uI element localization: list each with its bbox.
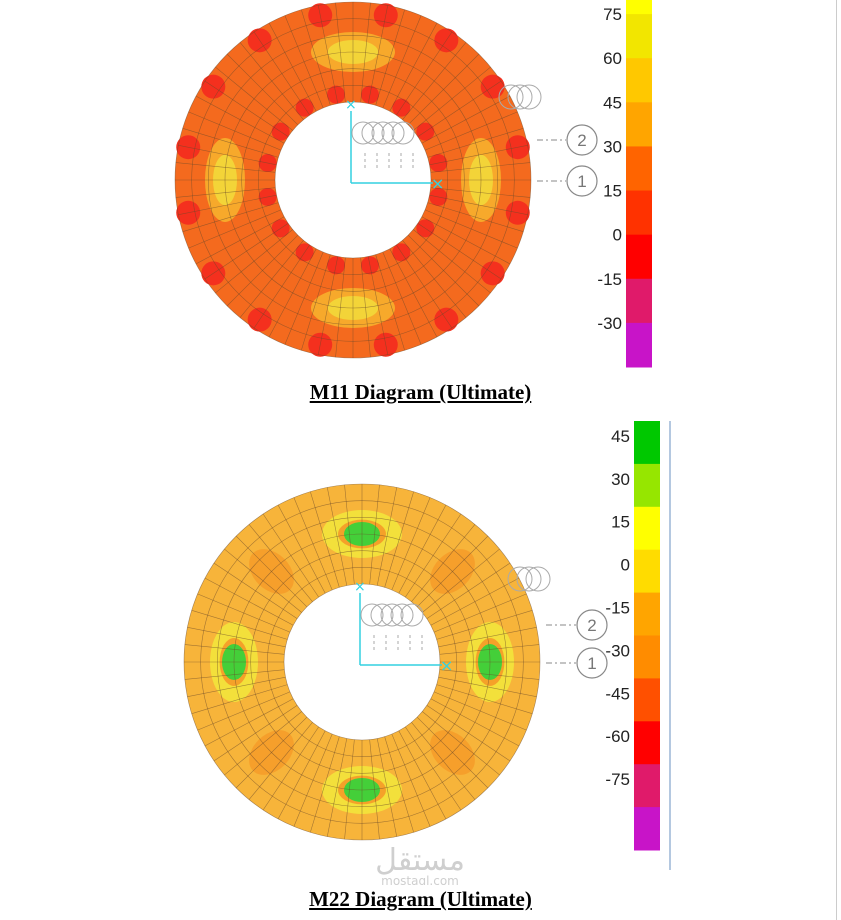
axis-x-marker: × bbox=[431, 174, 444, 193]
gridline-bubble bbox=[391, 121, 415, 145]
gridline-bubble bbox=[516, 84, 542, 110]
m11-contour-svg: × × 2 1 75 60 45 30 15 0 -15 -30 bbox=[174, 0, 652, 368]
mesh-ring-line bbox=[174, 1, 532, 359]
axis-label-1: 1 bbox=[587, 654, 596, 673]
mesh-ring-line bbox=[224, 51, 482, 309]
colorbar-band bbox=[634, 635, 660, 679]
mesh-ring-line bbox=[258, 85, 448, 275]
colorbar-band bbox=[634, 764, 660, 808]
colorbar-band bbox=[634, 549, 660, 594]
colorbar-tick-label: 75 bbox=[603, 5, 622, 24]
colorbar-band bbox=[634, 421, 660, 465]
mesh-ring-line bbox=[200, 500, 524, 824]
gridline-bubble bbox=[498, 84, 524, 110]
mesh-ring-line bbox=[283, 583, 441, 741]
gridline-label-circle bbox=[576, 647, 608, 679]
gridline-bubble bbox=[507, 84, 533, 110]
m22-caption: M22 Diagram (Ultimate) bbox=[309, 887, 532, 911]
mesh-ring-line bbox=[233, 533, 491, 791]
m11-caption: M11 Diagram (Ultimate) bbox=[309, 380, 532, 404]
colorbar-tick-label: 45 bbox=[611, 427, 630, 446]
colorbar-tick-label: 15 bbox=[611, 513, 630, 532]
gridline-bubble bbox=[371, 121, 395, 145]
colorbar-band bbox=[626, 146, 652, 192]
gridline-bubble bbox=[370, 603, 394, 627]
gridline-bubble bbox=[525, 566, 551, 592]
gridline-bubble bbox=[351, 121, 375, 145]
colorbar-band bbox=[634, 463, 660, 508]
gridline-bubble bbox=[516, 566, 542, 592]
colorbar-tick-label: -30 bbox=[605, 641, 630, 660]
gridline-bubble bbox=[400, 603, 424, 627]
colorbar-band bbox=[626, 190, 652, 236]
gridline-bubble bbox=[360, 603, 384, 627]
colorbar-band bbox=[634, 592, 660, 636]
mesh-ring-line bbox=[267, 567, 457, 757]
watermark-arabic: مستقل bbox=[375, 843, 465, 878]
colorbar-tick-label: 30 bbox=[603, 137, 622, 156]
gridline-bubble bbox=[507, 566, 533, 592]
m22-contour-svg: × × 2 1 45 30 15 0 -15 -30 -45 -60 -75 مستقلmostaql.c… bbox=[183, 421, 671, 885]
axis-label-2: 2 bbox=[577, 131, 586, 150]
mesh-ring-line bbox=[274, 101, 432, 259]
colorbar-tick-label: -30 bbox=[597, 314, 622, 333]
gridline-label-circle bbox=[566, 165, 598, 197]
colorbar-tick-label: 45 bbox=[603, 93, 622, 112]
axis-x-marker: × bbox=[440, 656, 453, 675]
colorbar-tick-label: 0 bbox=[621, 556, 630, 575]
colorbar-tick-label: 0 bbox=[613, 226, 622, 245]
gridline-bubble bbox=[381, 121, 405, 145]
colorbar-band bbox=[634, 807, 660, 851]
colorbar-tick-label: -15 bbox=[597, 270, 622, 289]
gridline-label-circle bbox=[566, 124, 598, 156]
colorbar-band bbox=[634, 678, 660, 722]
page-border-line bbox=[836, 0, 837, 920]
colorbar-tick-label: 30 bbox=[611, 470, 630, 489]
colorbar-band bbox=[626, 322, 652, 368]
mesh-ring-line bbox=[250, 550, 474, 774]
colorbar-band bbox=[626, 234, 652, 280]
colorbar-tick-label: -15 bbox=[605, 599, 630, 618]
colorbar-tick-label: 15 bbox=[603, 182, 622, 201]
colorbar-tick-label: -75 bbox=[605, 770, 630, 789]
watermark-latin: mostaql.com bbox=[381, 874, 459, 885]
axis-label-2: 2 bbox=[587, 616, 596, 635]
axis-label-1: 1 bbox=[577, 172, 586, 191]
colorbar-tick-label: -60 bbox=[605, 727, 630, 746]
colorbar-tick-label: -45 bbox=[605, 684, 630, 703]
colorbar-band bbox=[634, 506, 660, 551]
m22-contour-plot: × × 2 1 45 30 15 0 -15 -30 -45 -60 -75 مستقل mostaql.c… bbox=[0, 415, 841, 885]
axis-y-marker: × bbox=[354, 579, 366, 595]
mesh-ring-line bbox=[217, 517, 507, 807]
m11-contour-plot: × × 2 1 75 60 45 30 15 0 -15 -30 bbox=[0, 0, 841, 375]
colorbar-band bbox=[626, 278, 652, 324]
colorbar-band bbox=[634, 721, 660, 765]
colorbar-band bbox=[626, 102, 652, 147]
gridline-bubble bbox=[390, 603, 414, 627]
colorbar-band bbox=[626, 58, 652, 103]
colorbar-band bbox=[626, 14, 652, 59]
gridline-label-circle bbox=[576, 609, 608, 641]
colorbar-tick-label: 60 bbox=[603, 49, 622, 68]
mesh-ring-line bbox=[241, 68, 465, 292]
axis-y-marker: × bbox=[345, 97, 357, 113]
mesh-ring-line bbox=[191, 18, 515, 342]
colorbar-band bbox=[626, 0, 652, 15]
gridline-bubble bbox=[361, 121, 385, 145]
mesh-ring-line bbox=[208, 35, 498, 325]
gridline-bubble bbox=[380, 603, 404, 627]
mesh-ring-line bbox=[183, 483, 541, 841]
